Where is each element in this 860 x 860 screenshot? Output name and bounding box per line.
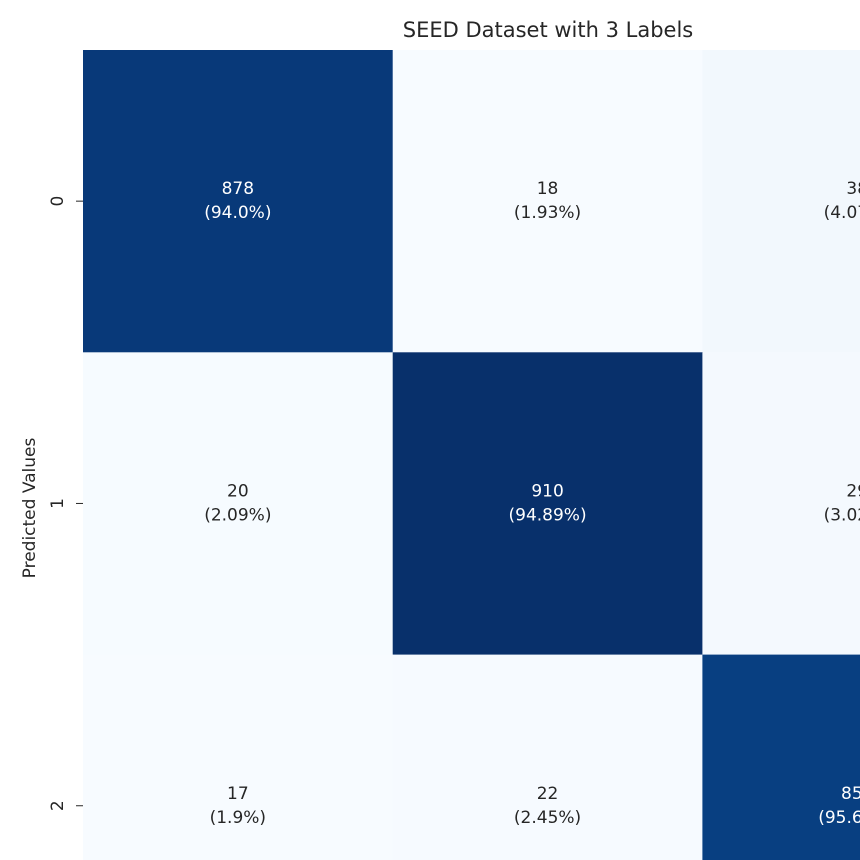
cell-count-label: 29 <box>846 481 860 501</box>
heatmap-cell <box>83 654 394 860</box>
heatmap-cell <box>392 50 703 353</box>
heatmap-cell <box>83 50 394 353</box>
cell-percent-label: (94.0%) <box>204 203 271 223</box>
heatmap-cell <box>83 352 394 656</box>
cell-percent-label: (2.45%) <box>514 808 581 828</box>
cell-count-label: 878 <box>222 179 254 199</box>
cell-percent-label: (3.02%) <box>824 505 860 525</box>
y-tick-label: 2 <box>48 800 68 811</box>
cell-count-label: 20 <box>227 481 249 501</box>
cell-percent-label: (94.89%) <box>509 505 587 525</box>
y-tick-label: 0 <box>48 196 68 207</box>
y-tick-label: 1 <box>48 498 68 509</box>
chart-title: SEED Dataset with 3 Labels <box>403 18 693 42</box>
cell-percent-label: (1.93%) <box>514 203 581 223</box>
heatmap-cell <box>702 654 860 860</box>
heatmap-cell <box>702 50 860 353</box>
cell-count-label: 18 <box>537 179 559 199</box>
cell-count-label: 38 <box>846 179 860 199</box>
cell-percent-label: (1.9%) <box>210 808 266 828</box>
cell-count-label: 859 <box>841 784 860 804</box>
heatmap-cell <box>702 352 860 656</box>
cell-count-label: 22 <box>537 784 559 804</box>
cell-count-label: 910 <box>531 481 563 501</box>
heatmap-cell <box>392 352 703 656</box>
cell-percent-label: (95.66%) <box>818 808 860 828</box>
heatmap-cell <box>392 654 703 860</box>
cell-percent-label: (2.09%) <box>204 505 271 525</box>
cell-count-label: 17 <box>227 784 249 804</box>
cell-percent-label: (4.07%) <box>824 203 860 223</box>
y-axis-label: Predicted Values <box>20 437 40 578</box>
